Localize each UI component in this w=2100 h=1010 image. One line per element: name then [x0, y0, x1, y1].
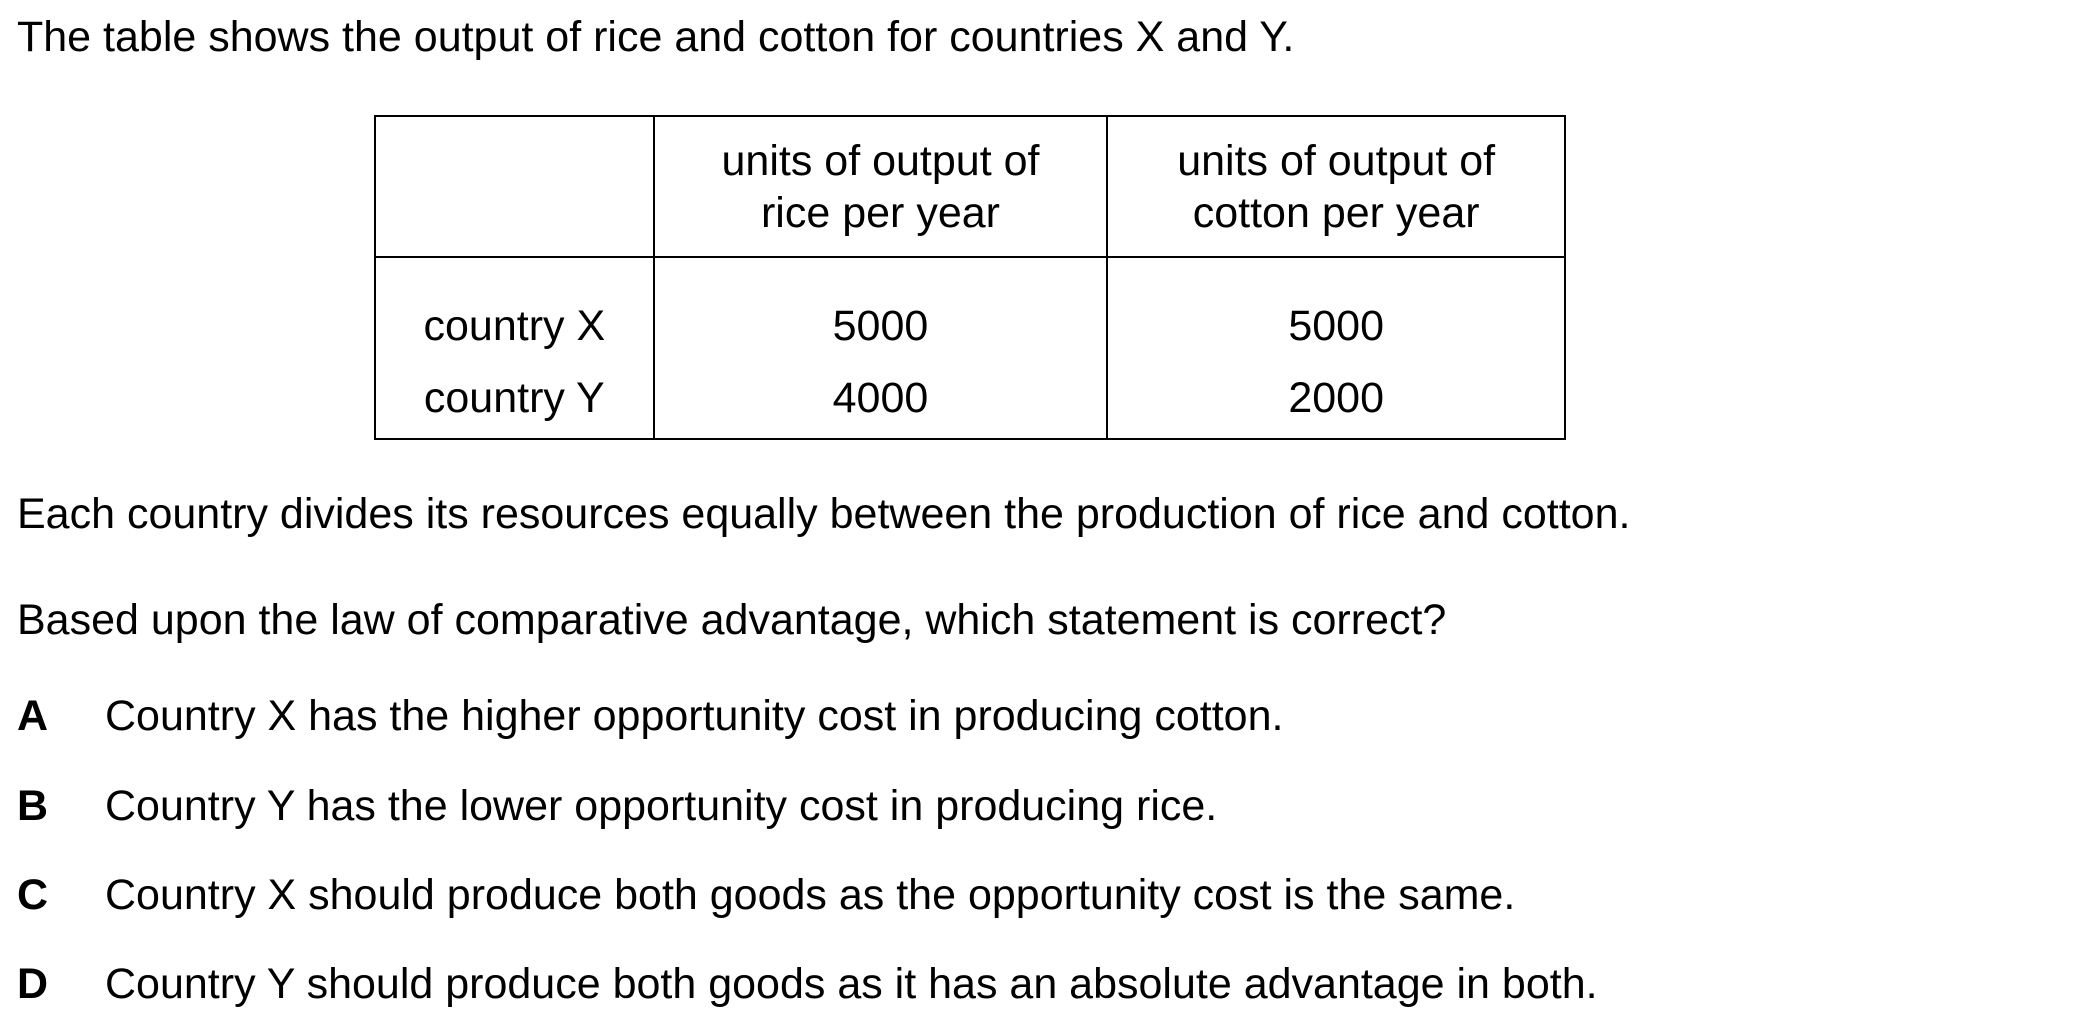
question-text: Based upon the law of comparative advant… — [17, 596, 1447, 644]
option-text: Country Y has the lower opportunity cost… — [105, 782, 1218, 830]
table-header-rice-line-2: rice per year — [760, 188, 1000, 237]
table-header-rice: units of output of rice per year — [652, 115, 1109, 258]
option-c[interactable]: C Country X should produce both goods as … — [17, 869, 1515, 921]
table-header-empty — [374, 115, 655, 258]
output-table: units of output of rice per year units o… — [374, 115, 1566, 440]
cotton-value: 5000 — [1106, 257, 1566, 358]
table-header-rice-line-1: units of output of — [721, 136, 1040, 185]
intro-text: The table shows the output of rice and c… — [17, 13, 1295, 61]
statement-text: Each country divides its resources equal… — [17, 490, 1631, 538]
row-label: country Y — [374, 358, 655, 440]
option-d[interactable]: D Country Y should produce both goods as … — [17, 958, 1598, 1010]
option-text: Country Y should produce both goods as i… — [105, 960, 1598, 1008]
row-label: country X — [374, 257, 655, 358]
table-header-cotton: units of output of cotton per year — [1106, 115, 1566, 258]
option-a[interactable]: A Country X has the higher opportunity co… — [17, 690, 1283, 742]
option-letter: A — [17, 692, 49, 740]
cotton-value: 2000 — [1106, 358, 1566, 440]
table-header-cotton-line-2: cotton per year — [1192, 188, 1480, 237]
table-row: country Y 4000 2000 — [374, 358, 1566, 440]
table-header-cotton-line-1: units of output of — [1177, 136, 1496, 185]
rice-value: 5000 — [652, 257, 1109, 358]
table-header-row: units of output of rice per year units o… — [374, 115, 1566, 258]
option-text: Country X should produce both goods as t… — [105, 871, 1516, 919]
table-row: country X 5000 5000 — [374, 257, 1566, 358]
option-letter: B — [17, 782, 49, 830]
rice-value: 4000 — [652, 358, 1109, 440]
option-text: Country X has the higher opportunity cos… — [105, 692, 1284, 740]
option-letter: C — [17, 871, 49, 919]
option-b[interactable]: B Country Y has the lower opportunity cos… — [17, 780, 1217, 832]
option-letter: D — [17, 960, 49, 1008]
